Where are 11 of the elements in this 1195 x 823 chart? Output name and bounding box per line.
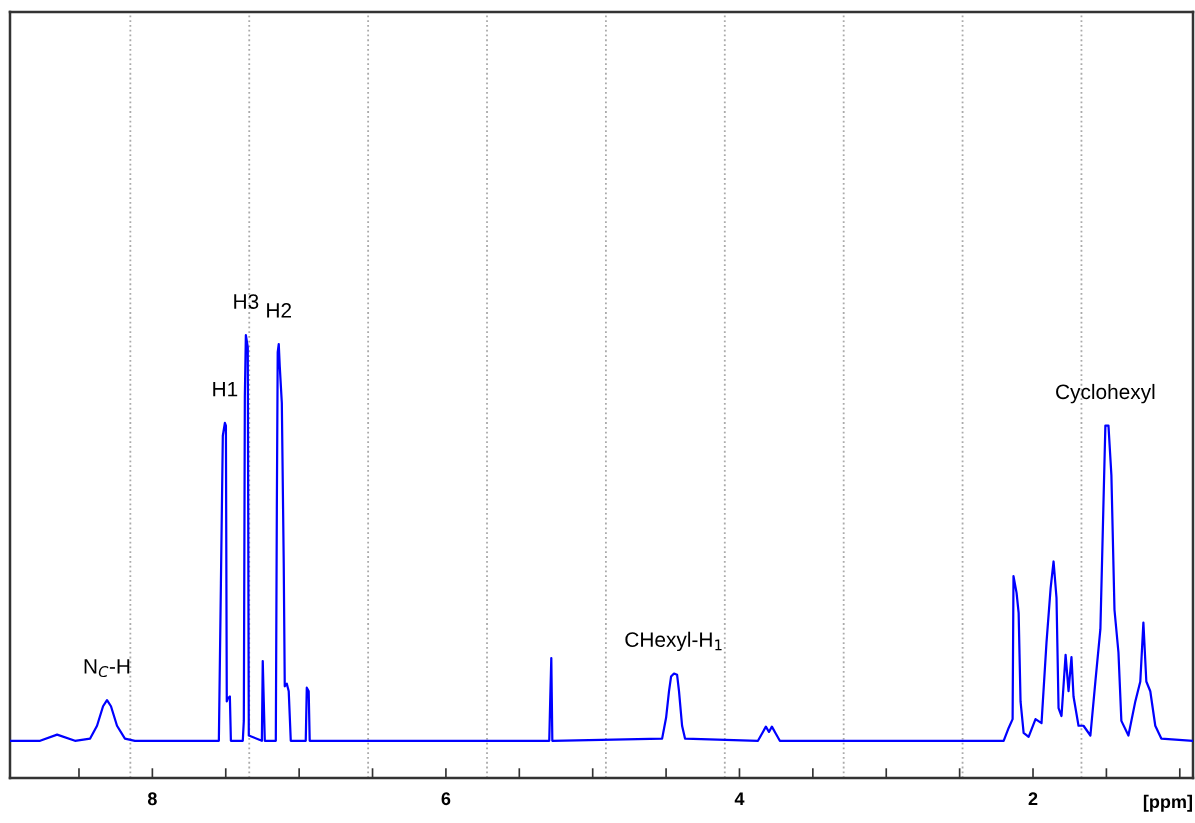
annotation: N$_{C}$-H <box>84 659 130 678</box>
x-tick-label: 6 <box>441 792 451 806</box>
annotation: H3 <box>234 294 259 309</box>
annotation: H2 <box>267 302 292 318</box>
annotation: Cyclohexyl <box>1056 383 1155 404</box>
annotation: H1 <box>213 382 238 397</box>
x-tick-label: 2 <box>1028 792 1038 805</box>
x-tick-label: 8 <box>147 792 157 806</box>
x-axis-title: [ppm] <box>1143 794 1192 812</box>
x-tick-label: 4 <box>734 792 745 805</box>
annotation: CHexyl-H$_{1}$ <box>625 631 722 652</box>
